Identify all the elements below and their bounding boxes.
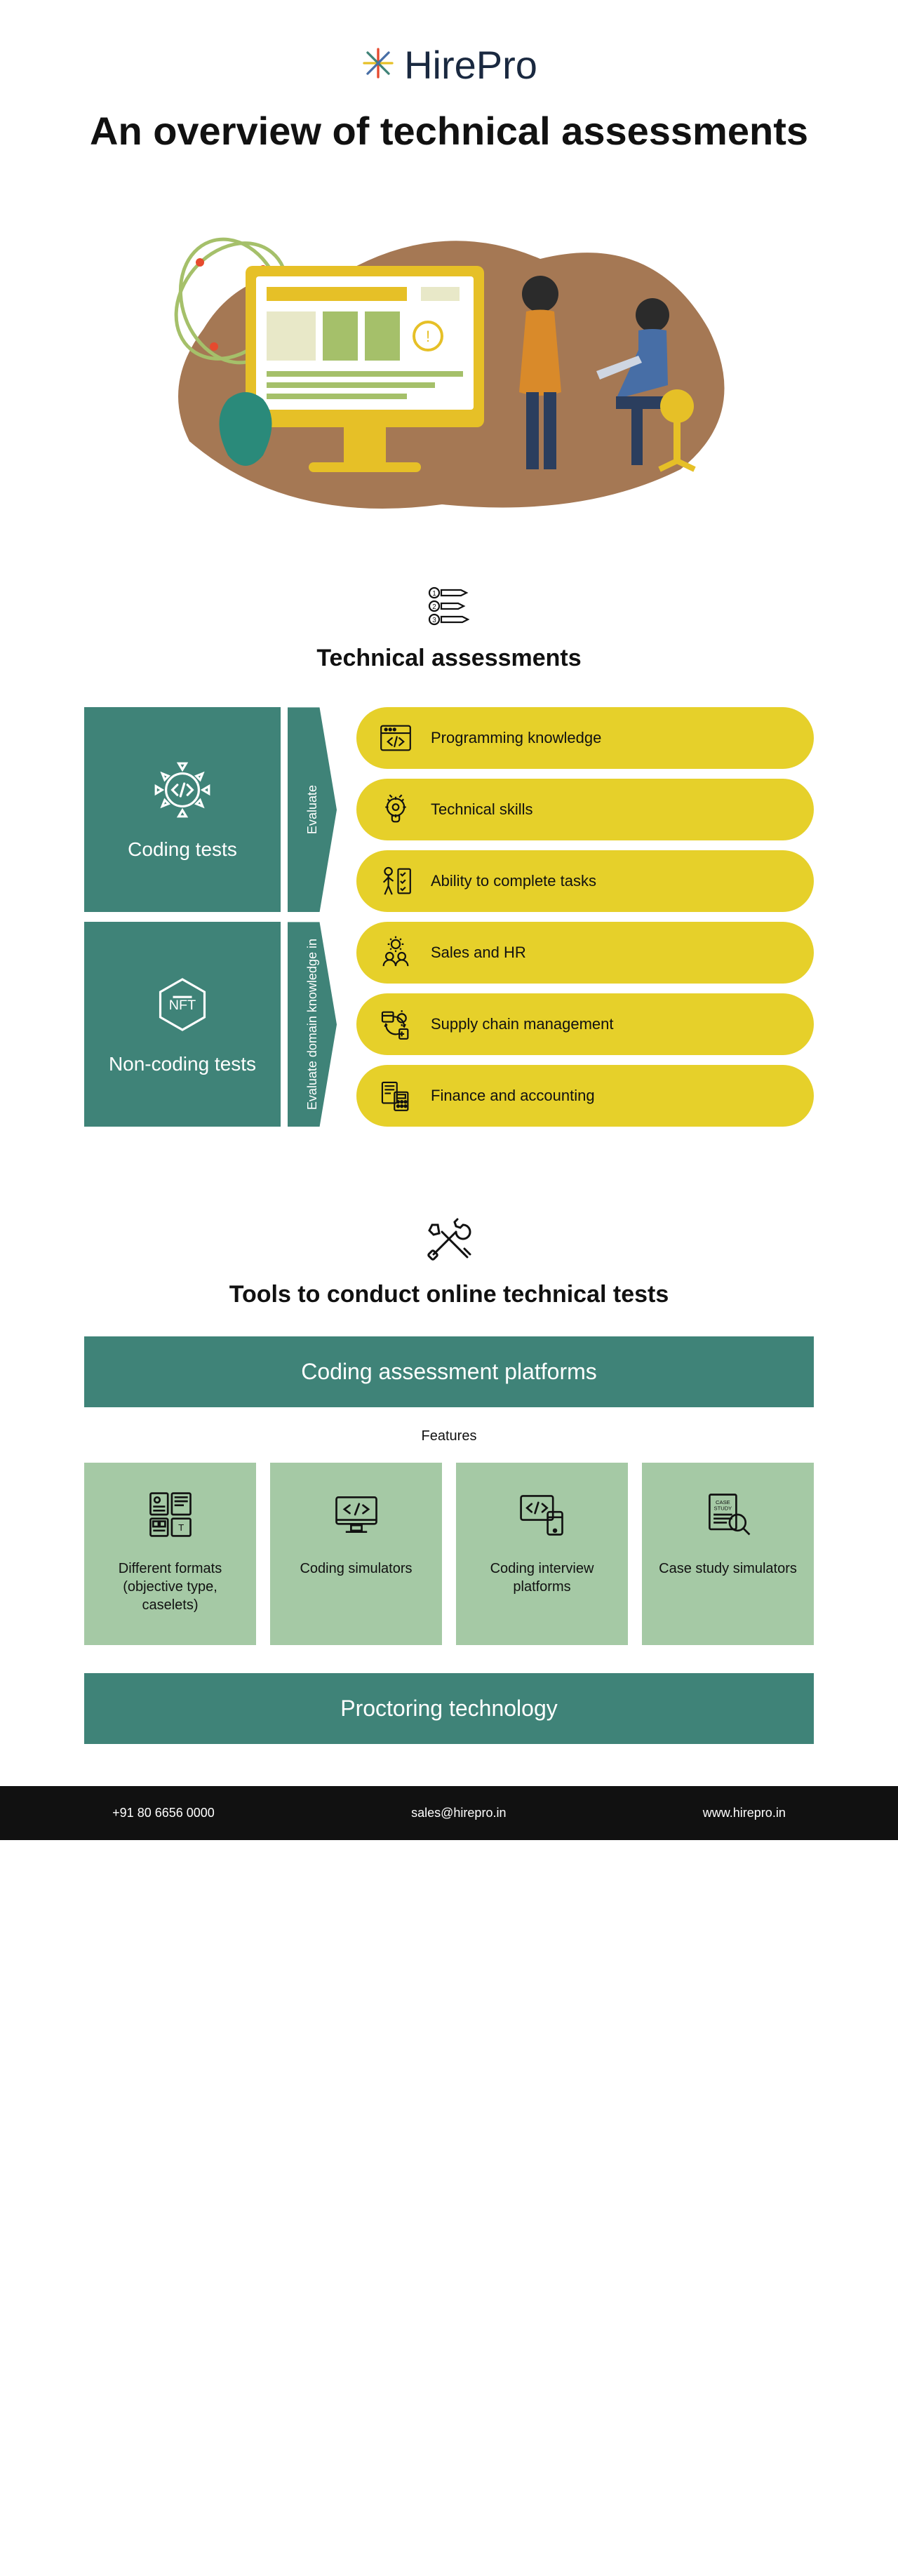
feature-label: Case study simulators — [659, 1559, 797, 1578]
connector-label: Evaluate — [305, 785, 320, 834]
logo-text: HirePro — [404, 42, 537, 88]
pill-label: Technical skills — [431, 800, 533, 819]
svg-text:!: ! — [426, 328, 430, 345]
page-title: An overview of technical assessments — [84, 109, 814, 154]
svg-text:1: 1 — [432, 590, 436, 598]
features-label: Features — [84, 1428, 814, 1444]
pill-item: Ability to complete tasks — [356, 850, 814, 912]
features-grid: T Different formats (objective type, cas… — [84, 1463, 814, 1645]
platform-header: Coding assessment platforms — [84, 1336, 814, 1407]
connector: Evaluate — [288, 707, 337, 912]
pill-item: Supply chain management — [356, 993, 814, 1055]
proctor-header: Proctoring technology — [84, 1673, 814, 1744]
category-box-coding: Coding tests — [84, 707, 281, 912]
footer-web: www.hirepro.in — [703, 1806, 786, 1820]
pill-item: Finance and accounting — [356, 1065, 814, 1127]
pill-item: Technical skills — [356, 779, 814, 840]
feature-card: CASESTUDY Case study simulators — [642, 1463, 814, 1645]
svg-text:T: T — [178, 1522, 184, 1533]
feature-label: Different formats (objective type, casel… — [98, 1559, 242, 1614]
feature-card: T Different formats (objective type, cas… — [84, 1463, 256, 1645]
calc-doc-icon — [377, 1078, 414, 1114]
section-title-tools: Tools to conduct online technical tests — [84, 1281, 814, 1308]
pill-item: Sales and HR — [356, 922, 814, 984]
case-study-icon: CASESTUDY — [702, 1488, 755, 1541]
pill-label: Finance and accounting — [431, 1087, 595, 1105]
nft-hex-icon: NFT — [151, 973, 214, 1040]
monitor-code-icon — [330, 1488, 383, 1541]
people-gear-icon — [377, 934, 414, 971]
box-cycle-icon — [377, 1006, 414, 1042]
feature-card: Coding interview platforms — [456, 1463, 628, 1645]
feature-label: Coding simulators — [300, 1559, 412, 1578]
pills-column: Sales and HR Supply chain management Fin… — [356, 922, 814, 1127]
assessment-row: Coding tests Evaluate Programming knowle… — [84, 707, 814, 912]
interview-code-icon — [516, 1488, 569, 1541]
pill-label: Ability to complete tasks — [431, 872, 596, 890]
formats-icon: T — [144, 1488, 197, 1541]
hero-illustration: ! — [84, 189, 814, 525]
feature-card: Coding simulators — [270, 1463, 442, 1645]
category-label: Non-coding tests — [109, 1052, 256, 1076]
pill-item: Programming knowledge — [356, 707, 814, 769]
logo-asterisk-icon — [361, 46, 396, 84]
tools-icon — [84, 1211, 814, 1267]
gear-code-icon — [151, 758, 214, 825]
connector: Evaluate domain knowledge in — [288, 922, 337, 1127]
person-checklist-icon — [377, 863, 414, 899]
feature-label: Coding interview platforms — [470, 1559, 614, 1596]
svg-text:NFT: NFT — [169, 998, 196, 1013]
pill-label: Programming knowledge — [431, 729, 601, 747]
footer-phone: +91 80 6656 0000 — [112, 1806, 215, 1820]
pill-label: Sales and HR — [431, 944, 526, 962]
category-label: Coding tests — [128, 838, 237, 861]
svg-text:2: 2 — [432, 603, 436, 611]
browser-code-icon — [377, 720, 414, 756]
section-title-assessments: Technical assessments — [84, 645, 814, 672]
infographic-container: HirePro An overview of technical assessm… — [0, 0, 898, 1744]
pill-label: Supply chain management — [431, 1015, 614, 1033]
pills-column: Programming knowledge Technical skills A… — [356, 707, 814, 912]
category-box-noncoding: NFT Non-coding tests — [84, 922, 281, 1127]
assessment-row: NFT Non-coding tests Evaluate domain kno… — [84, 922, 814, 1127]
connector-label: Evaluate domain knowledge in — [305, 939, 320, 1110]
bulb-gear-icon — [377, 791, 414, 828]
logo: HirePro — [84, 42, 814, 88]
list-icon: 1 2 3 — [84, 582, 814, 631]
footer-email: sales@hirepro.in — [411, 1806, 506, 1820]
svg-text:STUDY: STUDY — [713, 1505, 732, 1512]
tools-section: Tools to conduct online technical tests … — [84, 1211, 814, 1744]
assessments-grid: Coding tests Evaluate Programming knowle… — [84, 707, 814, 1127]
footer: +91 80 6656 0000 sales@hirepro.in www.hi… — [0, 1786, 898, 1840]
svg-text:3: 3 — [432, 617, 436, 624]
